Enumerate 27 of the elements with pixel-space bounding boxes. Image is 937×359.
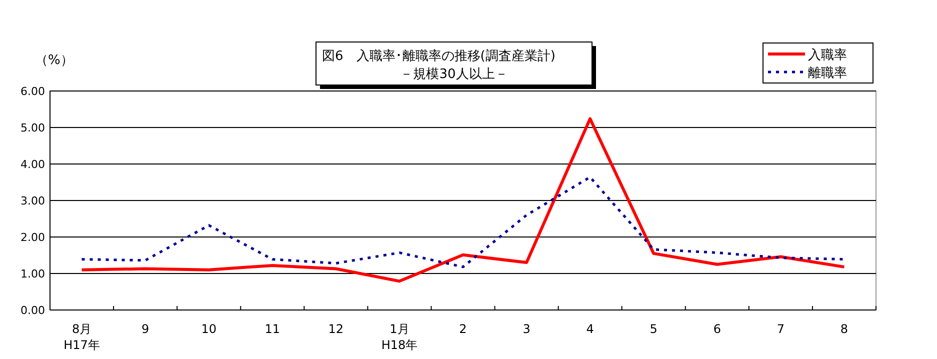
x-tick-label: 4 bbox=[586, 322, 594, 336]
legend-label: 入職率 bbox=[808, 47, 847, 63]
x-tick-label: 8月 H17年 bbox=[64, 322, 100, 352]
line-series bbox=[80, 117, 846, 283]
y-tick-label: 1.00 bbox=[20, 268, 45, 280]
legend-label: 離職率 bbox=[808, 65, 847, 81]
x-tick-label: 9 bbox=[141, 322, 150, 336]
x-tick-label: 1月 H18年 bbox=[381, 322, 418, 352]
y-axis-title: （%） bbox=[35, 53, 74, 68]
x-tick-label: 2 bbox=[459, 322, 467, 336]
y-tick-label: 4.00 bbox=[20, 158, 45, 171]
x-tick-label: 11 bbox=[264, 322, 280, 336]
y-tick-label: 0.00 bbox=[20, 304, 45, 317]
line-series bbox=[80, 176, 846, 268]
x-tick-label: 3 bbox=[522, 322, 530, 336]
x-tick-label: 6 bbox=[713, 322, 721, 336]
x-tick-label: 5 bbox=[650, 322, 658, 336]
y-tick-label: 5.00 bbox=[20, 122, 45, 134]
y-tick-label: 6.00 bbox=[20, 85, 45, 98]
x-tick-label: 10 bbox=[201, 322, 216, 336]
x-tick-label: 12 bbox=[328, 322, 344, 336]
chart-subtitle: －規模30人以上－ bbox=[400, 67, 508, 82]
y-tick-label: 2.00 bbox=[20, 231, 45, 244]
y-tick-label: 3.00 bbox=[20, 194, 45, 208]
x-tick-label: 8 bbox=[840, 322, 848, 336]
x-tick-label: 7 bbox=[776, 322, 785, 336]
chart-title: 図6 入職率･離職率の推移(調査産業計) bbox=[322, 48, 556, 64]
